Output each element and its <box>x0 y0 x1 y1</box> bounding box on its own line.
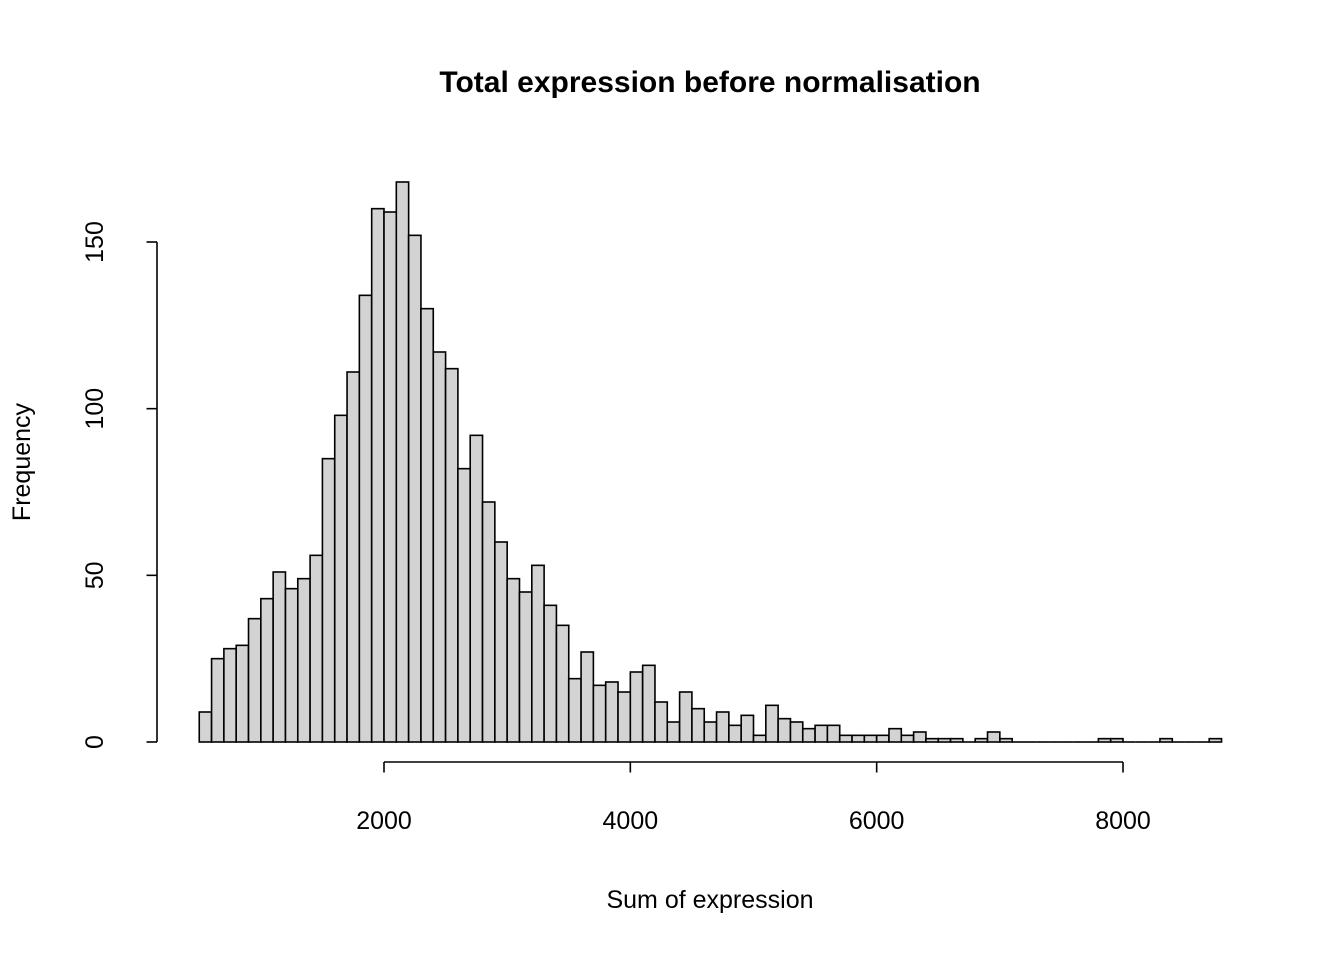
histogram-bar <box>567 677 582 743</box>
y-tick-label: 0 <box>81 735 109 749</box>
axes: 2000 4000 6000 8000 0 50 100 150 <box>81 221 1151 835</box>
histogram-bar <box>407 234 422 743</box>
histogram-bar <box>444 367 459 743</box>
histogram-bar <box>580 651 595 743</box>
histogram-bar <box>235 644 250 743</box>
histogram-bar <box>986 731 1001 743</box>
histogram-bar <box>321 457 336 743</box>
x-tick-label: 8000 <box>1095 807 1151 835</box>
histogram-bar <box>247 617 262 743</box>
y-tick-label: 150 <box>81 221 109 263</box>
histogram-bar <box>494 541 508 743</box>
histogram-bar <box>925 737 940 743</box>
histogram-bar <box>272 571 287 743</box>
histogram-bar <box>543 604 558 743</box>
histogram-bar <box>900 734 915 743</box>
chart-title: Total expression before normalisation <box>439 66 980 99</box>
histogram-bar <box>469 434 484 743</box>
x-tick-label: 4000 <box>603 807 659 835</box>
histogram-bar <box>740 714 755 743</box>
histogram-bar <box>851 734 866 743</box>
histogram-bar <box>383 211 398 743</box>
histogram-bar <box>346 371 361 743</box>
histogram-bar <box>260 597 274 743</box>
histogram-bar <box>789 721 804 743</box>
histogram-bar <box>838 734 853 743</box>
histogram-bar <box>888 727 903 743</box>
histogram-bar <box>937 737 952 743</box>
histogram-bar <box>691 707 706 743</box>
histogram-bar <box>715 711 730 743</box>
y-tick-label: 100 <box>81 388 109 430</box>
x-tick-label: 6000 <box>849 807 905 835</box>
histogram-bar <box>481 501 496 743</box>
histogram-bar <box>641 664 656 743</box>
histogram-bar <box>284 587 299 743</box>
histogram-bar <box>801 727 816 743</box>
histogram-bar <box>198 711 213 743</box>
histogram-bar <box>666 721 681 743</box>
histogram-bar <box>999 737 1013 743</box>
histogram-bar <box>728 724 742 743</box>
histogram-bar <box>420 307 435 743</box>
histogram-bar <box>863 734 878 743</box>
histogram-bar <box>654 701 669 743</box>
histogram-bar <box>765 704 779 743</box>
histogram-bar <box>518 591 533 743</box>
histogram-bar <box>777 717 792 743</box>
histogram-bar <box>592 684 607 743</box>
histogram-bar <box>1109 737 1124 743</box>
y-axis-label: Frequency <box>8 402 36 521</box>
histogram-bar <box>1097 737 1112 743</box>
histogram-bar <box>617 691 632 743</box>
histogram-bar <box>457 467 472 743</box>
histogram-bar <box>1159 737 1174 743</box>
histogram-bar <box>223 647 237 743</box>
histogram-bar <box>370 207 385 743</box>
histogram-bar <box>949 737 964 743</box>
histogram-bar <box>826 724 841 743</box>
histogram-bar <box>296 577 311 743</box>
histogram-bar <box>395 181 410 743</box>
x-tick-label: 2000 <box>356 807 412 835</box>
histogram-bar <box>974 737 989 743</box>
histogram-bar <box>333 414 348 743</box>
histogram-bar <box>678 691 693 743</box>
y-tick-label: 50 <box>81 561 109 589</box>
histogram-bars <box>198 181 1223 743</box>
histogram-bar <box>1208 737 1223 743</box>
histogram-bar <box>358 294 373 743</box>
histogram-bar <box>752 734 767 743</box>
histogram-bar <box>555 624 570 743</box>
histogram-bar <box>912 731 927 743</box>
histogram-bar <box>814 724 829 743</box>
histogram-bar <box>432 351 447 743</box>
histogram-bar <box>629 671 644 743</box>
histogram-bar <box>604 681 619 743</box>
histogram-bar <box>703 721 718 743</box>
histogram-bar <box>531 564 545 743</box>
histogram-bar <box>210 657 225 743</box>
histogram-bar <box>309 554 324 743</box>
histogram-bar <box>875 734 890 743</box>
x-axis-label: Sum of expression <box>606 886 813 914</box>
histogram-bar <box>506 577 521 743</box>
